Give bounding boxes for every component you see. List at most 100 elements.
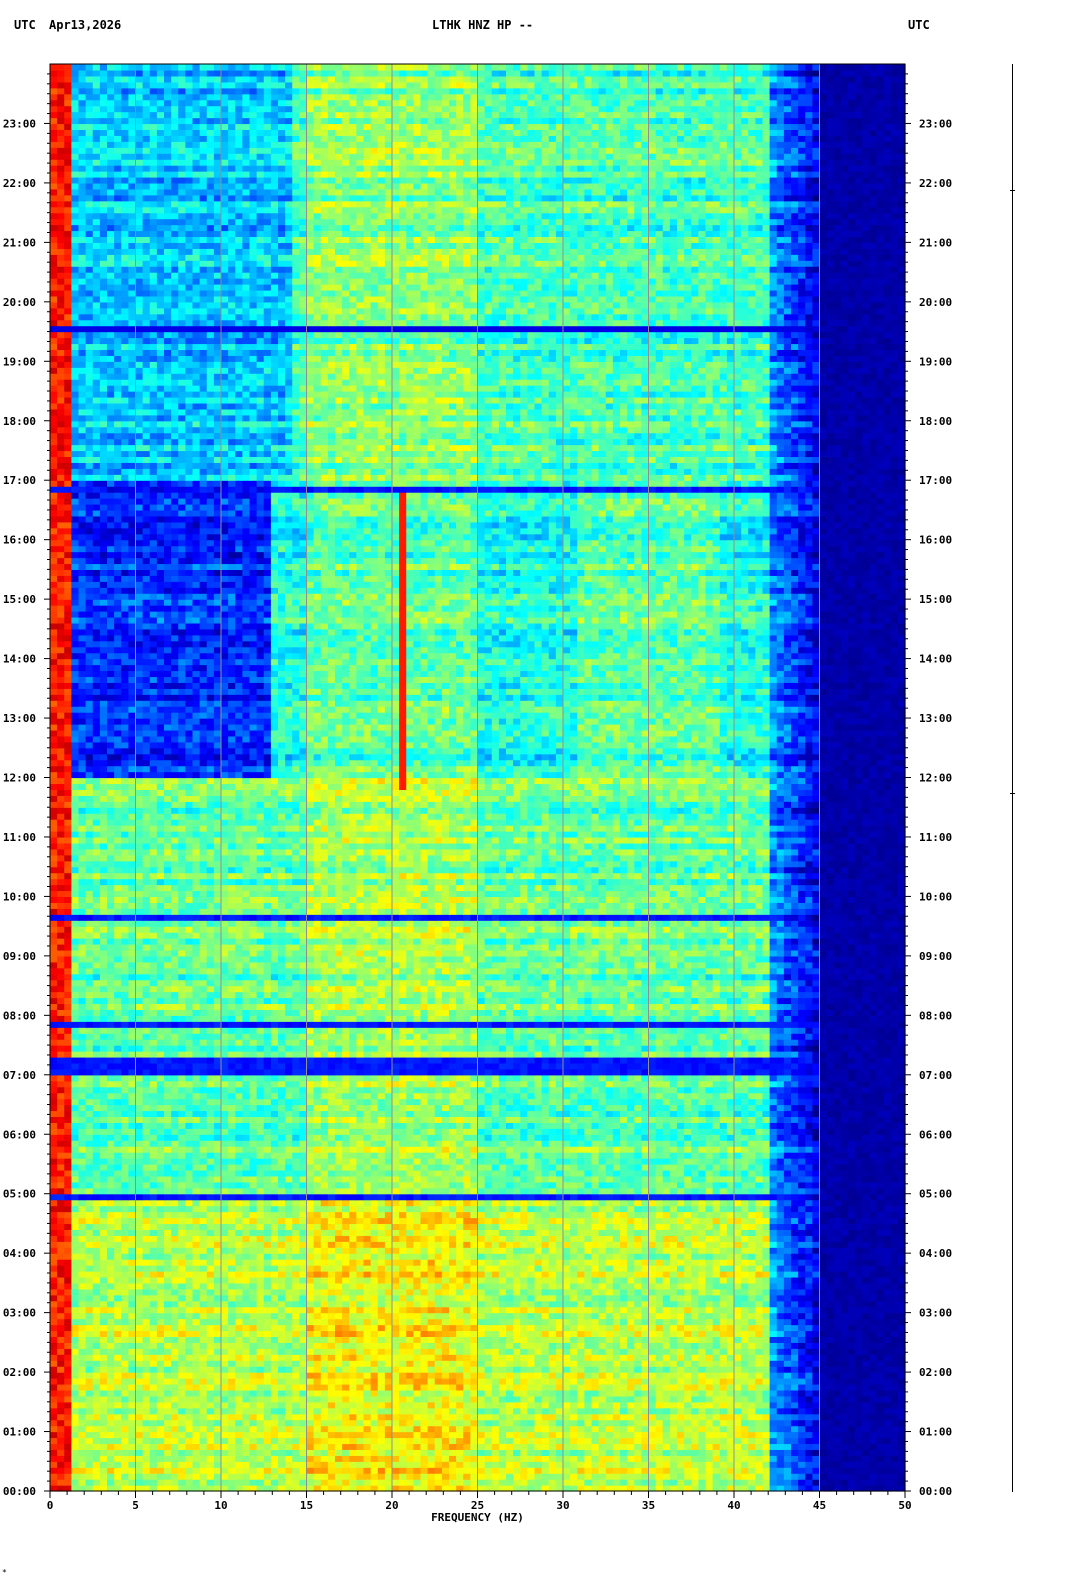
heatmap-cell bbox=[143, 1366, 151, 1373]
heatmap-cell bbox=[143, 1378, 151, 1385]
heatmap-cell bbox=[869, 1414, 877, 1421]
heatmap-cell bbox=[556, 1360, 564, 1367]
heatmap-cell bbox=[435, 1426, 443, 1433]
heatmap-cell bbox=[485, 1301, 493, 1308]
heatmap-cell bbox=[57, 1414, 65, 1421]
heatmap-cell bbox=[898, 1437, 906, 1444]
heatmap-cell bbox=[271, 1432, 279, 1439]
heatmap-cell bbox=[321, 1461, 329, 1468]
heatmap-cell bbox=[235, 1473, 243, 1480]
heatmap-cell bbox=[349, 1426, 357, 1433]
heatmap-cell bbox=[777, 1325, 785, 1332]
heatmap-cell bbox=[143, 1402, 151, 1409]
heatmap-cell bbox=[812, 1461, 820, 1468]
heatmap-cell bbox=[392, 1378, 400, 1385]
heatmap-cell bbox=[848, 1437, 856, 1444]
heatmap-cell bbox=[556, 1443, 564, 1450]
heatmap-cell bbox=[292, 1449, 300, 1456]
heatmap-cell bbox=[364, 1372, 372, 1379]
heatmap-cell bbox=[527, 1437, 535, 1444]
heatmap-cell bbox=[79, 1378, 87, 1385]
heatmap-cell bbox=[820, 1336, 828, 1343]
heatmap-cell bbox=[670, 1307, 678, 1314]
heatmap-cell bbox=[356, 1319, 364, 1326]
heatmap-cell bbox=[877, 1461, 885, 1468]
heatmap-cell bbox=[549, 1301, 557, 1308]
heatmap-cell bbox=[542, 1461, 550, 1468]
heatmap-cell bbox=[257, 1461, 265, 1468]
heatmap-cell bbox=[371, 1396, 379, 1403]
heatmap-cell bbox=[891, 1342, 899, 1349]
heatmap-cell bbox=[677, 1378, 685, 1385]
heatmap-cell bbox=[506, 1348, 514, 1355]
heatmap-cell bbox=[171, 1426, 179, 1433]
heatmap-cell bbox=[171, 1479, 179, 1486]
heatmap-cell bbox=[435, 1461, 443, 1468]
heatmap-cell bbox=[456, 1449, 464, 1456]
heatmap-cell bbox=[506, 1330, 514, 1337]
heatmap-cell bbox=[520, 1390, 528, 1397]
heatmap-cell bbox=[599, 1336, 607, 1343]
heatmap-cell bbox=[93, 1414, 101, 1421]
heatmap-cell bbox=[250, 1396, 258, 1403]
heatmap-cell bbox=[563, 1449, 571, 1456]
heatmap-cell bbox=[171, 1360, 179, 1367]
heatmap-cell bbox=[492, 1426, 500, 1433]
heatmap-cell bbox=[150, 1432, 158, 1439]
heatmap-cell bbox=[727, 1402, 735, 1409]
heatmap-cell bbox=[406, 1426, 414, 1433]
heatmap-cell bbox=[435, 1449, 443, 1456]
heatmap-cell bbox=[649, 1366, 657, 1373]
heatmap-cell bbox=[86, 1384, 94, 1391]
heatmap-cell bbox=[242, 1366, 250, 1373]
heatmap-cell bbox=[114, 1354, 122, 1361]
heatmap-cell bbox=[877, 1426, 885, 1433]
heatmap-cell bbox=[834, 1420, 842, 1427]
heatmap-cell bbox=[606, 1467, 614, 1474]
heatmap-cell bbox=[649, 1467, 657, 1474]
heatmap-cell bbox=[93, 1426, 101, 1433]
heatmap-cell bbox=[649, 1426, 657, 1433]
heatmap-cell bbox=[549, 1342, 557, 1349]
heatmap-cell bbox=[143, 1414, 151, 1421]
heatmap-cell bbox=[143, 1390, 151, 1397]
heatmap-cell bbox=[791, 1307, 799, 1314]
heatmap-cell bbox=[641, 1348, 649, 1355]
heatmap-cell bbox=[741, 1330, 749, 1337]
heatmap-cell bbox=[235, 1313, 243, 1320]
heatmap-cell bbox=[157, 1330, 165, 1337]
heatmap-cell bbox=[321, 1455, 329, 1462]
heatmap-cell bbox=[841, 1461, 849, 1468]
heatmap-cell bbox=[877, 1348, 885, 1355]
heatmap-cell bbox=[506, 1414, 514, 1421]
heatmap-cell bbox=[770, 1319, 778, 1326]
heatmap-cell bbox=[820, 1432, 828, 1439]
heatmap-cell bbox=[50, 1455, 58, 1462]
heatmap-cell bbox=[228, 1432, 236, 1439]
heatmap-cell bbox=[827, 1313, 835, 1320]
heatmap-cell bbox=[634, 1325, 642, 1332]
heatmap-cell bbox=[506, 1437, 514, 1444]
heatmap-cell bbox=[627, 1325, 635, 1332]
heatmap-cell bbox=[71, 1414, 79, 1421]
heatmap-cell bbox=[64, 1313, 72, 1320]
heatmap-cell bbox=[214, 1372, 222, 1379]
heatmap-cell bbox=[606, 1366, 614, 1373]
heatmap-cell bbox=[307, 1319, 315, 1326]
heatmap-cell bbox=[535, 1473, 543, 1480]
heatmap-cell bbox=[620, 1336, 628, 1343]
heatmap-cell bbox=[143, 1348, 151, 1355]
heatmap-cell bbox=[663, 1307, 671, 1314]
heatmap-cell bbox=[221, 1325, 229, 1332]
heatmap-cell bbox=[827, 1307, 835, 1314]
heatmap-cell bbox=[649, 1307, 657, 1314]
heatmap-cell bbox=[356, 1396, 364, 1403]
heatmap-cell bbox=[584, 1384, 592, 1391]
heatmap-cell bbox=[342, 1336, 350, 1343]
heatmap-cell bbox=[798, 1467, 806, 1474]
heatmap-cell bbox=[734, 1426, 742, 1433]
heatmap-cell bbox=[649, 1473, 657, 1480]
heatmap-cell bbox=[713, 1307, 721, 1314]
heatmap-cell bbox=[606, 1378, 614, 1385]
heatmap-cell bbox=[620, 1384, 628, 1391]
